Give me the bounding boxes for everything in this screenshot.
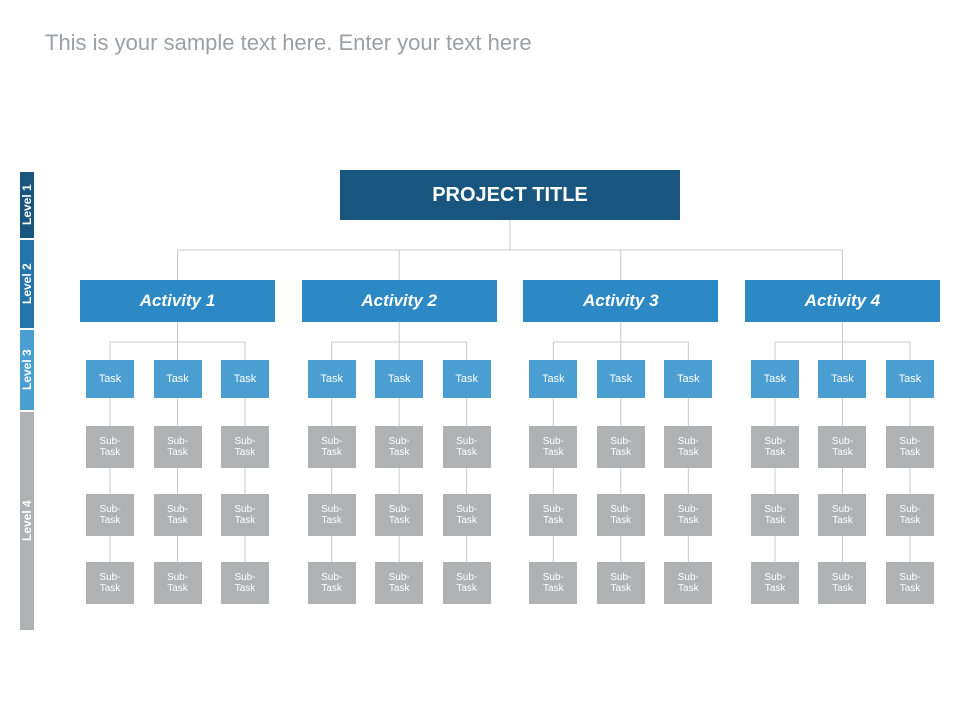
subtask-box: Sub-Task — [597, 562, 645, 604]
subtasks-wrap: Sub-TaskSub-TaskSub-TaskSub-TaskSub-Task… — [302, 426, 497, 604]
subtask-box: Sub-Task — [443, 562, 491, 604]
subtask-box: Sub-Task — [221, 426, 269, 468]
task-box: Task — [86, 360, 134, 398]
subtask-box: Sub-Task — [375, 494, 423, 536]
subtask-box: Sub-Task — [86, 426, 134, 468]
subtask-box: Sub-Task — [375, 426, 423, 468]
subtasks-column: Sub-Task Sub-Task Sub-Task — [221, 426, 269, 604]
subtask-box: Sub-Task — [529, 426, 577, 468]
tasks-row: Task Task Task — [745, 360, 940, 398]
activity-column-2: Activity 2TaskTaskTaskSub-TaskSub-TaskSu… — [302, 280, 497, 604]
subtasks-column: Sub-Task Sub-Task Sub-Task — [154, 426, 202, 604]
header-text: This is your sample text here. Enter you… — [45, 30, 532, 56]
subtask-box: Sub-Task — [221, 562, 269, 604]
activity-column-1: Activity 1TaskTaskTaskSub-TaskSub-TaskSu… — [80, 280, 275, 604]
task-box: Task — [221, 360, 269, 398]
subtask-box: Sub-Task — [664, 562, 712, 604]
subtasks-wrap: Sub-TaskSub-TaskSub-TaskSub-TaskSub-Task… — [523, 426, 718, 604]
subtasks-column: Sub-Task Sub-Task Sub-Task — [86, 426, 134, 604]
subtask-box: Sub-Task — [664, 426, 712, 468]
subtask-box: Sub-Task — [154, 426, 202, 468]
task-box: Task — [443, 360, 491, 398]
subtask-box: Sub-Task — [886, 426, 934, 468]
subtask-box: Sub-Task — [529, 562, 577, 604]
subtask-box: Sub-Task — [86, 494, 134, 536]
task-box: Task — [664, 360, 712, 398]
task-box: Task — [886, 360, 934, 398]
tasks-row: Task Task Task — [80, 360, 275, 398]
subtask-box: Sub-Task — [443, 494, 491, 536]
task-box: Task — [751, 360, 799, 398]
subtasks-column: Sub-Task Sub-Task Sub-Task — [818, 426, 866, 604]
subtask-box: Sub-Task — [751, 426, 799, 468]
subtask-box: Sub-Task — [818, 562, 866, 604]
level-label-3: Level 3 — [20, 328, 34, 410]
subtask-box: Sub-Task — [664, 494, 712, 536]
level-label-2: Level 2 — [20, 238, 34, 328]
subtask-box: Sub-Task — [221, 494, 269, 536]
subtasks-column: Sub-Task Sub-Task Sub-Task — [751, 426, 799, 604]
subtask-box: Sub-Task — [375, 562, 423, 604]
subtasks-column: Sub-Task Sub-Task Sub-Task — [529, 426, 577, 604]
project-title: PROJECT TITLE — [340, 170, 680, 220]
tasks-row: Task Task Task — [302, 360, 497, 398]
activity-box: Activity 3 — [523, 280, 718, 322]
subtasks-column: Sub-Task Sub-Task Sub-Task — [886, 426, 934, 604]
subtask-box: Sub-Task — [818, 494, 866, 536]
task-box: Task — [154, 360, 202, 398]
activity-column-4: Activity 4TaskTaskTaskSub-TaskSub-TaskSu… — [745, 280, 940, 604]
subtask-box: Sub-Task — [751, 494, 799, 536]
subtasks-column: Sub-Task Sub-Task Sub-Task — [664, 426, 712, 604]
level-label-1: Level 1 — [20, 170, 34, 238]
activity-box: Activity 2 — [302, 280, 497, 322]
subtasks-column: Sub-Task Sub-Task Sub-Task — [308, 426, 356, 604]
subtask-box: Sub-Task — [886, 494, 934, 536]
subtasks-wrap: Sub-TaskSub-TaskSub-TaskSub-TaskSub-Task… — [80, 426, 275, 604]
subtask-box: Sub-Task — [308, 426, 356, 468]
activities-row: Activity 1TaskTaskTaskSub-TaskSub-TaskSu… — [80, 280, 940, 604]
subtasks-column: Sub-Task Sub-Task Sub-Task — [443, 426, 491, 604]
task-box: Task — [818, 360, 866, 398]
subtask-box: Sub-Task — [818, 426, 866, 468]
subtask-box: Sub-Task — [308, 494, 356, 536]
subtask-box: Sub-Task — [86, 562, 134, 604]
subtasks-column: Sub-Task Sub-Task Sub-Task — [375, 426, 423, 604]
activity-box: Activity 4 — [745, 280, 940, 322]
activity-box: Activity 1 — [80, 280, 275, 322]
wbs-chart: Level 1Level 2Level 3Level 4 PROJECT TIT… — [20, 170, 940, 700]
task-box: Task — [597, 360, 645, 398]
subtask-box: Sub-Task — [154, 562, 202, 604]
subtask-box: Sub-Task — [529, 494, 577, 536]
level-labels: Level 1Level 2Level 3Level 4 — [20, 170, 56, 630]
subtasks-wrap: Sub-TaskSub-TaskSub-TaskSub-TaskSub-Task… — [745, 426, 940, 604]
task-box: Task — [529, 360, 577, 398]
task-box: Task — [375, 360, 423, 398]
task-box: Task — [308, 360, 356, 398]
activity-column-3: Activity 3TaskTaskTaskSub-TaskSub-TaskSu… — [523, 280, 718, 604]
diagram: PROJECT TITLE Activity 1 Task Task Task Sub-… — [80, 170, 940, 700]
subtask-box: Sub-Task — [886, 562, 934, 604]
subtask-box: Sub-Task — [154, 494, 202, 536]
subtask-box: Sub-Task — [597, 426, 645, 468]
subtask-box: Sub-Task — [597, 494, 645, 536]
subtask-box: Sub-Task — [443, 426, 491, 468]
subtask-box: Sub-Task — [751, 562, 799, 604]
subtask-box: Sub-Task — [308, 562, 356, 604]
tasks-row: Task Task Task — [523, 360, 718, 398]
level-label-4: Level 4 — [20, 410, 34, 630]
subtasks-column: Sub-Task Sub-Task Sub-Task — [597, 426, 645, 604]
